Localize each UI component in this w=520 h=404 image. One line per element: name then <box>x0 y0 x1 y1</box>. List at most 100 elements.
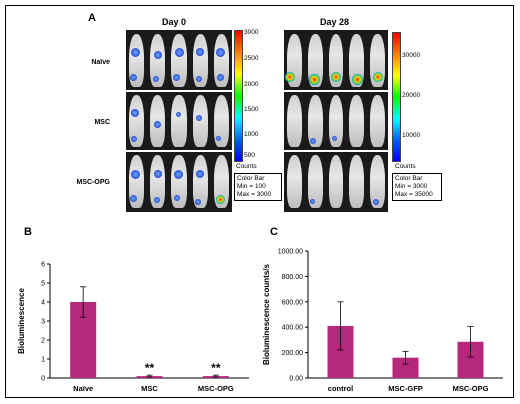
day0-title: Day 0 <box>162 17 187 27</box>
luminescence-spot <box>194 198 201 205</box>
day0-tick-2000: 2000 <box>244 81 259 88</box>
luminescence-spot <box>152 75 159 82</box>
luminescence-spot <box>308 73 320 85</box>
luminescence-spot <box>373 198 380 205</box>
day0-tick-1000: 1000 <box>244 131 259 138</box>
image-row-divider <box>284 150 388 153</box>
significance-marker: ** <box>145 361 155 375</box>
day0-legend-line2: Min = 100 <box>237 183 266 190</box>
luminescence-spot <box>373 72 384 83</box>
luminescence-spot <box>285 72 296 83</box>
bar <box>392 357 419 378</box>
mouse-image <box>307 34 323 87</box>
mouse-image <box>287 155 302 208</box>
luminescence-spot <box>310 137 316 144</box>
x-category-label: control <box>328 384 353 393</box>
image-row-divider <box>126 150 232 153</box>
luminescence-spot <box>131 136 138 143</box>
x-category-label: MSC-GFP <box>388 384 423 393</box>
mouse-image <box>192 94 208 148</box>
y-tick-label: 600.00 <box>282 299 304 306</box>
y-tick-label: 800.00 <box>282 274 304 281</box>
row-label-msc: MSC <box>94 119 110 126</box>
day28-legend-line1: Color Bar <box>395 175 423 182</box>
x-category-label: MSC <box>141 384 158 393</box>
chart-b: 0 1 2 3 4 5 6 Bioluminescence Naïve MSC ** MSC-OPG *… <box>17 262 249 393</box>
mouse-image <box>150 94 166 148</box>
y-tick-label: 2 <box>41 338 45 345</box>
day0-counts-label: Counts <box>236 163 257 170</box>
y-tick-label: 3 <box>41 319 45 326</box>
mouse-image <box>213 94 229 148</box>
day0-tick-3000: 3000 <box>244 29 259 36</box>
day0-color-bar <box>234 30 243 162</box>
image-row-divider <box>126 89 232 92</box>
luminescence-spot <box>130 195 138 202</box>
y-axis-label: Bioluminescence <box>17 288 26 354</box>
mouse-image <box>213 155 229 208</box>
day0-tick-2500: 2500 <box>244 55 259 62</box>
luminescence-spot <box>153 196 160 203</box>
day28-legend-line2: Min = 3000 <box>395 183 428 190</box>
luminescence-spot <box>330 72 341 83</box>
mouse-image <box>150 155 166 208</box>
luminescence-spot <box>131 169 141 179</box>
chart-c: 0.00 200.00 400.00 600.00 800.00 1000.00 Biolu… <box>262 249 503 393</box>
mouse-image <box>171 155 187 208</box>
y-tick-label: 400.00 <box>282 325 304 332</box>
day28-tick-10000: 10000 <box>402 132 421 139</box>
luminescence-spot <box>216 136 222 142</box>
luminescence-spot <box>131 108 140 117</box>
day28-color-bar <box>392 32 401 162</box>
mouse-image <box>349 34 365 87</box>
mouse-image <box>307 94 323 148</box>
panel-a-letter: A <box>88 12 96 24</box>
mouse-image <box>287 94 302 148</box>
day0-tick-500: 500 <box>244 152 255 159</box>
day0-image-grid <box>126 30 232 212</box>
luminescence-spot <box>331 136 337 142</box>
luminescence-spot <box>172 73 180 81</box>
mouse-image <box>328 94 344 148</box>
luminescence-spot <box>195 48 204 57</box>
y-tick-label: 4 <box>41 300 45 307</box>
mouse-image <box>370 94 385 148</box>
row-label-msc-opg: MSC-OPG <box>76 179 110 186</box>
row-label-naive: Naïve <box>91 59 110 66</box>
figure-frame <box>5 5 514 398</box>
luminescence-spot <box>175 111 181 117</box>
day28-tick-30000: 30000 <box>402 52 421 59</box>
luminescence-spot <box>153 169 162 178</box>
image-row-divider <box>284 89 388 92</box>
mouse-image <box>328 155 344 208</box>
luminescence-spot <box>351 73 363 85</box>
day0-legend-line1: Color Bar <box>237 175 265 182</box>
mouse-image <box>150 34 166 87</box>
luminescence-spot <box>174 48 184 58</box>
luminescence-spot <box>130 73 138 81</box>
mouse-image <box>192 155 208 208</box>
y-tick-label: 200.00 <box>282 350 304 357</box>
day0-legend-line3: Max = 3000 <box>237 191 272 198</box>
x-category-label: MSC-OPG <box>453 384 489 393</box>
y-tick-label: 0 <box>41 376 45 383</box>
mouse-image <box>307 155 323 208</box>
y-tick-label: 1000.00 <box>278 249 303 256</box>
significance-marker: ** <box>211 361 221 375</box>
luminescence-spot <box>195 75 202 82</box>
mouse-image <box>129 34 145 87</box>
luminescence-spot <box>310 198 315 204</box>
day28-tick-20000: 20000 <box>402 92 421 99</box>
mouse-image <box>129 94 145 148</box>
luminescence-spot <box>153 121 161 128</box>
luminescence-spot <box>173 169 183 179</box>
luminescence-spot <box>131 48 141 58</box>
day28-counts-label: Counts <box>395 163 416 170</box>
day0-colorbar-legend: Color Bar Min = 100 Max = 3000 <box>234 173 282 201</box>
luminescence-spot <box>195 114 202 121</box>
mouse-image <box>370 155 385 208</box>
mouse-image <box>171 34 187 87</box>
mouse-image <box>171 94 187 148</box>
luminescence-spot <box>216 48 226 58</box>
luminescence-spot <box>173 195 180 201</box>
